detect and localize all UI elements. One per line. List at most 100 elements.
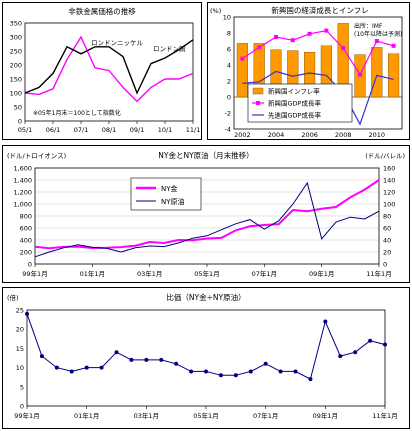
y-tick-label: 4 bbox=[227, 62, 231, 70]
data-marker bbox=[129, 357, 134, 362]
ratio-chart-panel: 比価（NY金÷NY原油） (倍) 0 5 10 15 20 25 99年1月 01年1月 03年1月… bbox=[2, 287, 410, 429]
gold-oil-chart-panel: NY金とNY原油（月末推移） (ドル/トロイオンス) (ドル/バレル) 0 200 400… bbox=[2, 145, 410, 283]
chart-title: 新興国の経済成長とインフレ bbox=[271, 5, 368, 15]
x-tick-label: 03年1月 bbox=[137, 269, 162, 278]
y-tick-label: 300 bbox=[10, 34, 22, 42]
x-tick-label: 07年1月 bbox=[252, 269, 277, 278]
y-tick-label: 100 bbox=[10, 90, 22, 98]
bar bbox=[236, 43, 248, 98]
y-tick-label: 2 bbox=[227, 78, 231, 86]
x-tick-label: 08/1 bbox=[102, 126, 117, 134]
x-tick-label: 2004 bbox=[268, 131, 285, 139]
data-marker bbox=[341, 46, 346, 51]
series-line bbox=[34, 181, 380, 258]
x-tick-label: 05年1月 bbox=[194, 269, 219, 278]
x-tick-label: 05年1月 bbox=[193, 411, 218, 420]
y-tick-label: 10 bbox=[16, 364, 24, 372]
data-marker bbox=[368, 338, 373, 343]
metals-chart: 非鉄金属価格の推移 0 50 100 150 200 250 300 350 05/1 06/1 07… bbox=[10, 6, 201, 134]
x-tick-label: 11年1月 bbox=[366, 269, 391, 278]
data-marker bbox=[263, 361, 268, 366]
y-tick-label: 150 bbox=[10, 76, 22, 84]
series-line bbox=[34, 179, 380, 250]
y-tick-label: 140 bbox=[383, 177, 395, 185]
y-tick-label: 0 bbox=[383, 261, 387, 269]
data-marker bbox=[391, 43, 396, 48]
legend-box bbox=[130, 177, 202, 211]
y-tick-label: 6 bbox=[227, 46, 231, 54]
legend-label: NY原油 bbox=[161, 197, 185, 206]
y-tick-label: 1,600 bbox=[13, 165, 32, 173]
x-tick-label: 06/1 bbox=[46, 126, 61, 134]
gold-oil-chart: NY金とNY原油（月末推移）(ドル/トロイオンス) (ドル/バレル)0200400… bbox=[7, 150, 405, 278]
y-tick-label: -2 bbox=[225, 110, 231, 118]
x-tick-label: 09/1 bbox=[130, 126, 145, 134]
y-tick-label: 15 bbox=[16, 345, 24, 353]
legend-marker bbox=[256, 101, 260, 105]
bar bbox=[388, 53, 400, 98]
y-tick-label: 0 bbox=[28, 261, 32, 269]
y-tick-label: 250 bbox=[10, 48, 22, 56]
data-marker bbox=[353, 350, 358, 355]
data-marker bbox=[383, 342, 387, 347]
data-marker bbox=[114, 350, 119, 355]
data-marker bbox=[374, 39, 379, 43]
y-tick-label: 50 bbox=[14, 104, 22, 112]
data-marker bbox=[338, 354, 343, 359]
series-line bbox=[24, 35, 194, 103]
data-marker bbox=[278, 369, 283, 374]
chart-title: NY金とNY原油（月末推移） bbox=[158, 150, 253, 160]
chart-title: 非鉄金属価格の推移 bbox=[68, 6, 136, 16]
plot-area bbox=[24, 22, 194, 122]
x-tick-label: 11/1 bbox=[186, 126, 201, 134]
bar bbox=[371, 47, 383, 98]
data-marker bbox=[358, 72, 362, 77]
annotation: 出所：IMF bbox=[354, 22, 383, 30]
y-tick-label: 8 bbox=[227, 30, 231, 38]
data-marker bbox=[54, 365, 59, 370]
y-tick-label: 1,000 bbox=[13, 201, 32, 209]
legend-label: 新興国GDP成長率 bbox=[268, 99, 321, 108]
legend-swatch bbox=[252, 87, 264, 95]
data-marker bbox=[39, 354, 44, 359]
data-marker bbox=[218, 373, 223, 378]
data-marker bbox=[274, 35, 278, 39]
x-tick-label: 01年1月 bbox=[80, 269, 105, 278]
y-tick-label: 10 bbox=[223, 14, 231, 22]
y-tick-label: 0 bbox=[227, 94, 231, 102]
data-marker bbox=[204, 369, 208, 374]
series-line bbox=[242, 29, 394, 76]
data-marker bbox=[144, 357, 149, 362]
y-tick-label: 1,400 bbox=[13, 177, 32, 185]
data-marker bbox=[323, 319, 328, 324]
y-tick-label: 20 bbox=[16, 326, 24, 334]
y-tick-label: 60 bbox=[383, 225, 391, 233]
annotation: ※05年1月末＝100として指数化 bbox=[33, 109, 121, 117]
y-tick-label: 400 bbox=[20, 237, 32, 245]
metals-chart-panel: 非鉄金属価格の推移 0 50 100 150 200 250 300 350 05/1 06/1 07… bbox=[2, 2, 202, 140]
y-axis-unit-right: (ドル/バレル) bbox=[365, 152, 405, 160]
series-label: ロンドンニッケル bbox=[91, 39, 144, 47]
y-tick-label: 100 bbox=[383, 201, 395, 209]
data-marker bbox=[257, 45, 262, 50]
data-marker bbox=[293, 369, 298, 374]
series-line bbox=[24, 39, 194, 95]
y-tick-label: -4 bbox=[225, 126, 231, 134]
y-tick-label: 5 bbox=[20, 383, 24, 391]
x-tick-label: 99年1月 bbox=[14, 411, 39, 420]
data-marker bbox=[324, 28, 329, 33]
series-line bbox=[26, 313, 386, 380]
legend-box bbox=[247, 83, 353, 123]
y-tick-label: 600 bbox=[20, 225, 32, 233]
x-tick-label: 2002 bbox=[234, 131, 251, 139]
series-label: ロンドン銅 bbox=[153, 44, 186, 53]
y-tick-label: 800 bbox=[20, 213, 32, 221]
y-tick-label: 20 bbox=[383, 249, 391, 257]
annotation: (10年以降は予測) bbox=[354, 30, 402, 38]
data-marker bbox=[240, 56, 245, 61]
y-tick-label: 40 bbox=[383, 237, 391, 245]
y-tick-label: 200 bbox=[10, 62, 22, 70]
data-marker bbox=[25, 311, 29, 316]
y-tick-label: 350 bbox=[10, 20, 22, 28]
legend-label: 先進国GDP成長率 bbox=[268, 111, 321, 120]
